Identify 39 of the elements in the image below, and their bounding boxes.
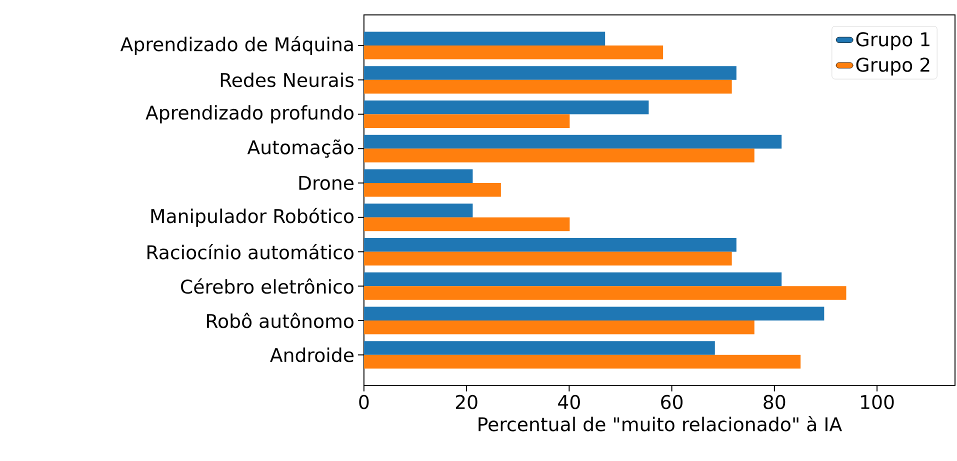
bar — [364, 32, 606, 46]
bar — [364, 341, 715, 355]
y-tick-label: Raciocínio automático — [148, 244, 354, 260]
x-tick-label: 20 — [456, 394, 478, 410]
y-tick-label: Cérebro eletrônico — [181, 278, 354, 294]
legend-label: Grupo 2 — [856, 58, 930, 76]
bar — [364, 66, 736, 80]
bar — [364, 100, 649, 114]
bar — [364, 238, 736, 252]
y-tick-label: Automação — [247, 139, 354, 158]
y-tick-label: Redes Neurais — [220, 72, 354, 88]
legend-label: Grupo 1 — [856, 32, 930, 50]
bar — [364, 286, 846, 300]
bar — [364, 272, 782, 286]
bar — [364, 114, 570, 128]
y-tick-label: Androide — [270, 348, 354, 362]
x-tick-label: 60 — [661, 394, 683, 410]
y-tick-label: Robô autônomo — [207, 312, 354, 328]
bar — [364, 204, 473, 218]
bar — [364, 46, 664, 60]
x-tick-label: 80 — [764, 394, 786, 410]
bar — [364, 320, 754, 334]
bar — [364, 148, 754, 162]
x-tick-label: 0 — [359, 394, 369, 410]
bar — [364, 80, 732, 94]
x-tick-label: 40 — [558, 394, 580, 410]
bar — [364, 183, 501, 197]
y-tick-label: Manipulador Robótico — [151, 208, 354, 227]
y-tick-label: Aprendizado de Máquina — [120, 36, 353, 56]
bar — [364, 134, 782, 149]
bar — [364, 252, 732, 266]
bar — [364, 354, 801, 369]
y-tick-label: Aprendizado profundo — [146, 105, 354, 124]
bar — [364, 306, 824, 321]
bar — [364, 217, 570, 232]
x-axis-title: Percentual de "muito relacionado" à IA — [478, 416, 842, 432]
y-tick-label: Drone — [299, 176, 354, 190]
x-tick-label: 100 — [861, 394, 894, 410]
bar — [364, 169, 473, 184]
